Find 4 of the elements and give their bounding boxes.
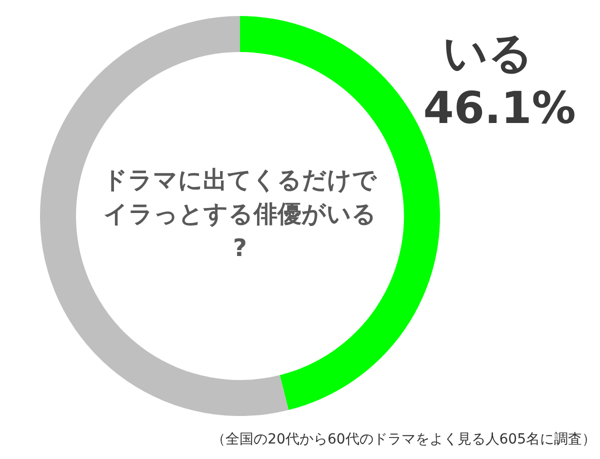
text: ドラマに出てくるだけでイラっとする俳優がいる? (103, 166, 378, 262)
slice-label: いる (443, 28, 534, 80)
data-label: 46.1% (423, 83, 576, 134)
text: （全国の20代から60代のドラマをよく見る人605名に調査） (212, 432, 596, 448)
